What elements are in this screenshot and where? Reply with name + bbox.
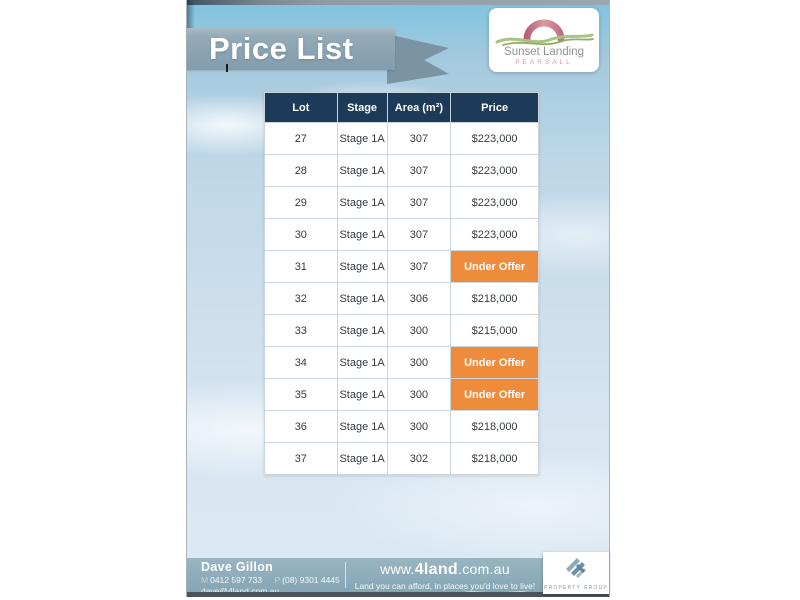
url-brand: 4land — [414, 561, 459, 578]
price-cell: $223,000 — [450, 218, 539, 251]
lot-cell: 27 — [264, 122, 338, 155]
mobile-number: 0412 597 733 — [210, 575, 263, 585]
stage-cell: Stage 1A — [336, 410, 388, 443]
lot-cell: 33 — [264, 314, 338, 347]
agent-contact: Dave Gillon M 0412 597 733 P (08) 9301 444… — [201, 560, 340, 596]
table-row: 31 Stage 1A 307 Under Offer — [264, 250, 539, 283]
table-row: 30 Stage 1A 307 $223,000 — [264, 218, 539, 251]
table-row: 27 Stage 1A 307 $223,000 — [264, 122, 539, 155]
lot-cell: 28 — [264, 154, 338, 187]
lot-cell: 35 — [264, 378, 338, 411]
price-cell-under-offer: Under Offer — [450, 346, 539, 379]
area-cell: 300 — [386, 410, 452, 443]
stage-cell: Stage 1A — [336, 282, 388, 315]
area-cell: 307 — [386, 154, 452, 187]
website-block: www.4land.com.au Land you can afford, in… — [349, 561, 541, 593]
corner-shadow — [187, 0, 195, 42]
scan-artifact-mark — [226, 64, 228, 72]
area-cell: 300 — [386, 346, 452, 379]
phone-label: P — [274, 575, 281, 585]
price-cell-under-offer: Under Offer — [450, 250, 539, 283]
stage-cell: Stage 1A — [336, 314, 388, 347]
area-cell: 306 — [386, 282, 452, 315]
page-title: Price List — [209, 31, 354, 66]
stage-cell: Stage 1A — [336, 346, 388, 379]
price-cell: $223,000 — [450, 122, 539, 155]
price-table: Lot Stage Area (m²) Price 27 Stage 1A 307 $223… — [264, 92, 539, 475]
table-row: 37 Stage 1A 302 $218,000 — [264, 442, 539, 475]
table-row: 32 Stage 1A 306 $218,000 — [264, 282, 539, 315]
column-header: Stage — [336, 92, 388, 123]
phone-number: (08) 9301 4445 — [282, 575, 340, 585]
stage-cell: Stage 1A — [336, 378, 388, 411]
stage-cell: Stage 1A — [336, 250, 388, 283]
table-header-row: Lot Stage Area (m²) Price — [264, 92, 539, 123]
lot-cell: 34 — [264, 346, 338, 379]
ribbon-tail — [387, 34, 449, 84]
table-row: 29 Stage 1A 307 $223,000 — [264, 186, 539, 219]
price-cell: $223,000 — [450, 154, 539, 187]
price-cell: $218,000 — [450, 282, 539, 315]
url-suffix: .com.au — [458, 561, 510, 577]
table-body: 27 Stage 1A 307 $223,000 28 Stage 1A 307 $223,0… — [264, 122, 539, 475]
area-cell: 307 — [386, 218, 452, 251]
website-url: www.4land.com.au — [349, 561, 541, 579]
column-header: Lot — [264, 92, 338, 123]
lot-cell: 37 — [264, 442, 338, 475]
price-cell: $218,000 — [450, 442, 539, 475]
lot-cell: 30 — [264, 218, 338, 251]
table-row: 34 Stage 1A 300 Under Offer — [264, 346, 539, 379]
stage-cell: Stage 1A — [336, 442, 388, 475]
table-row: 35 Stage 1A 300 Under Offer — [264, 378, 539, 411]
column-header: Area (m²) — [386, 92, 452, 123]
area-cell: 307 — [386, 250, 452, 283]
price-cell: $223,000 — [450, 186, 539, 219]
page-bottom-edge — [187, 592, 609, 597]
property-group-label: PROPERTY GROUP — [544, 585, 608, 591]
area-cell: 307 — [386, 122, 452, 155]
area-cell: 300 — [386, 314, 452, 347]
sunset-landing-logo-card: Sunset Landing PEARSALL — [489, 8, 599, 72]
sunset-arch-icon — [495, 19, 594, 46]
property-group-logo-box: PROPERTY GROUP — [543, 552, 609, 594]
mobile-label: M — [201, 575, 209, 585]
logo-name: Sunset Landing — [504, 46, 584, 58]
website-tagline: Land you can afford, in places you'd lov… — [354, 581, 536, 591]
url-prefix: www. — [380, 561, 415, 577]
property-group-logo-icon — [566, 558, 586, 578]
stage-cell: Stage 1A — [336, 186, 388, 219]
title-ribbon — [187, 28, 395, 70]
lot-cell: 31 — [264, 250, 338, 283]
area-cell: 302 — [386, 442, 452, 475]
stage-cell: Stage 1A — [336, 154, 388, 187]
table-row: 33 Stage 1A 300 $215,000 — [264, 314, 539, 347]
stage-cell: Stage 1A — [336, 122, 388, 155]
price-cell-under-offer: Under Offer — [450, 378, 539, 411]
table-row: 28 Stage 1A 307 $223,000 — [264, 154, 539, 187]
price-list-flyer: Price List Sunset Landing PEARSALL Lot St… — [186, 0, 610, 597]
footer-bar: Dave Gillon M 0412 597 733 P (08) 9301 444… — [187, 558, 609, 596]
lot-cell: 32 — [264, 282, 338, 315]
price-cell: $218,000 — [450, 410, 539, 443]
price-cell: $215,000 — [450, 314, 539, 347]
agent-name: Dave Gillon — [201, 560, 274, 574]
page-top-edge — [187, 0, 609, 5]
agent-phones: M 0412 597 733 P (08) 9301 4445 — [201, 575, 340, 585]
column-header: Price — [450, 92, 539, 123]
lot-cell: 36 — [264, 410, 338, 443]
area-cell: 300 — [386, 378, 452, 411]
stage-cell: Stage 1A — [336, 218, 388, 251]
area-cell: 307 — [386, 186, 452, 219]
table-row: 36 Stage 1A 300 $218,000 — [264, 410, 539, 443]
footer-divider — [345, 562, 346, 588]
agent-email: dave@4land.com.au — [201, 586, 280, 596]
lot-cell: 29 — [264, 186, 338, 219]
logo-subtitle: PEARSALL — [515, 59, 573, 66]
